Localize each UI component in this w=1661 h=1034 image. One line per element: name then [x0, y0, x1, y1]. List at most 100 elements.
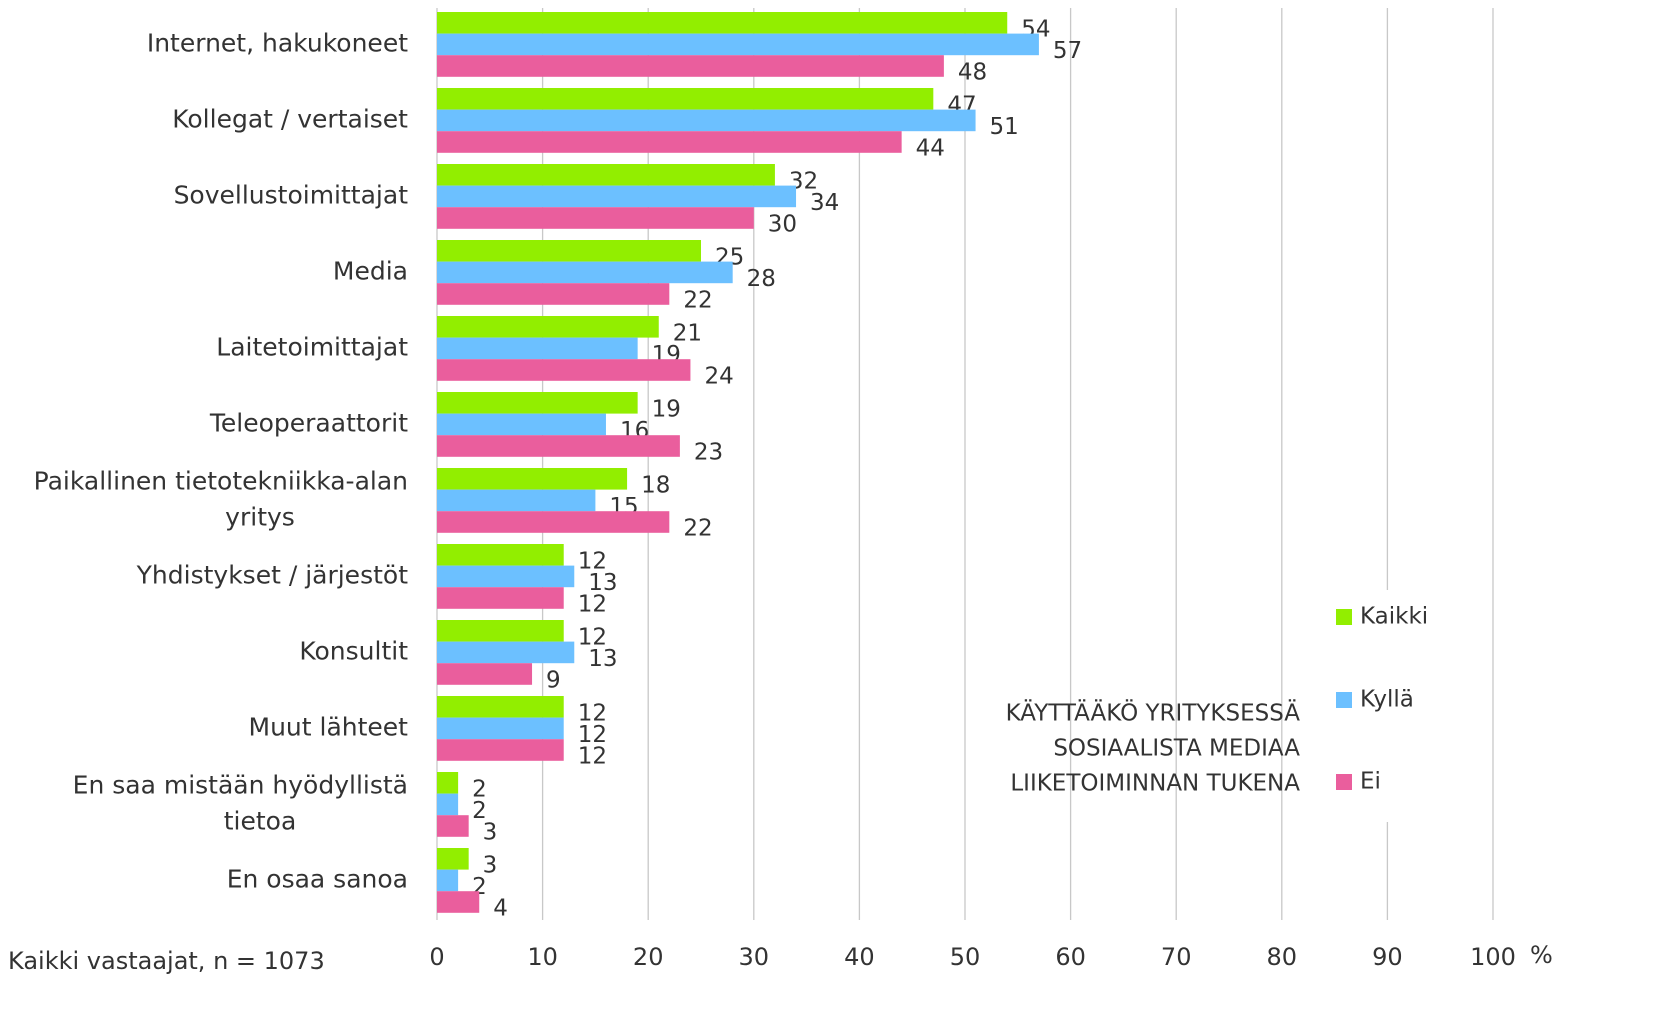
- legend-title: KÄYTTÄÄKÖ YRITYKSESSÄ: [1006, 699, 1301, 727]
- data-label: 12: [578, 592, 607, 618]
- legend-label: Kaikki: [1360, 604, 1428, 630]
- bar: [437, 620, 564, 642]
- y-tick-label: Media: [333, 256, 408, 285]
- data-label: 34: [810, 190, 839, 216]
- x-tick-label: 90: [1372, 943, 1403, 971]
- bar: [437, 109, 976, 132]
- data-label: 2: [472, 798, 487, 824]
- y-tick-label: Teleoperaattorit: [209, 408, 408, 437]
- bar: [437, 283, 670, 305]
- bar: [437, 565, 575, 588]
- bar: [437, 435, 680, 457]
- x-tick-label: 80: [1267, 943, 1298, 971]
- data-label: 3: [483, 852, 498, 878]
- bar: [437, 848, 469, 870]
- bar: [437, 489, 596, 512]
- label-line: tietoa: [224, 806, 297, 835]
- bar: [437, 772, 459, 794]
- note: Kaikki vastaajat, n = 1073: [8, 947, 325, 975]
- bar: [437, 544, 564, 566]
- bar: [437, 663, 533, 685]
- y-tick-label: Laitetoimittajat: [216, 332, 408, 361]
- bar: [437, 131, 902, 153]
- data-label: 23: [694, 440, 723, 466]
- data-label: 19: [652, 396, 681, 422]
- bar: [437, 207, 754, 229]
- y-tick-label: Internet, hakukoneet: [147, 28, 408, 57]
- data-label: 13: [588, 646, 617, 672]
- legend-swatch: [1336, 609, 1352, 625]
- x-tick-label: 70: [1161, 943, 1192, 971]
- bar: [437, 696, 564, 718]
- x-tick-label: 10: [527, 943, 558, 971]
- data-label: 2: [472, 776, 487, 802]
- bar: [437, 587, 564, 609]
- bar: [437, 337, 638, 360]
- x-tick-label: 40: [844, 943, 875, 971]
- legend-title: LIIKETOIMINNAN TUKENA: [1010, 771, 1300, 797]
- y-tick-label: Yhdistykset / järjestöt: [136, 560, 409, 589]
- x-tick-label: 50: [950, 943, 981, 971]
- bar: [437, 815, 469, 837]
- data-label: 48: [958, 60, 987, 86]
- bar: [437, 468, 628, 490]
- legend-title: SOSIAALISTA MEDIAA: [1053, 736, 1300, 762]
- bar: [437, 359, 691, 381]
- x-tick-label: 0: [429, 943, 444, 971]
- data-label: 22: [683, 288, 712, 314]
- bar: [437, 240, 701, 262]
- data-label: 30: [768, 212, 797, 238]
- data-label: 28: [747, 266, 776, 292]
- bar: [437, 261, 733, 284]
- bar: [437, 33, 1039, 56]
- data-label: 12: [578, 624, 607, 650]
- data-label: 12: [578, 548, 607, 574]
- bar: [437, 739, 564, 761]
- x-tick-label: 20: [633, 943, 664, 971]
- label-line: Paikallinen tietotekniikka-alan: [34, 466, 408, 495]
- y-tick-label: Kollegat / vertaiset: [172, 104, 408, 133]
- y-tick-label: En osaa sanoa: [227, 864, 408, 893]
- y-tick-label: En saa mistään hyödyllistä tietoa: [73, 770, 408, 835]
- bar: [437, 55, 944, 77]
- label-line: En saa mistään hyödyllistä: [73, 770, 408, 799]
- data-label: 12: [578, 744, 607, 770]
- data-label: 4: [493, 896, 508, 922]
- data-label: 13: [588, 570, 617, 596]
- bar: [437, 869, 459, 892]
- data-label: 12: [578, 700, 607, 726]
- bar: [437, 717, 564, 740]
- legend-label: Kyllä: [1360, 687, 1414, 713]
- bar: [437, 392, 638, 414]
- data-label: 21: [673, 320, 702, 346]
- bar: [437, 511, 670, 533]
- data-label: 12: [578, 722, 607, 748]
- bar: [437, 641, 575, 664]
- bar: [437, 164, 775, 186]
- legend-label: Ei: [1360, 769, 1381, 795]
- bar: [437, 12, 1008, 34]
- x-tick-label: 100: [1470, 943, 1516, 971]
- data-label: 24: [704, 364, 733, 390]
- data-label: 3: [483, 820, 498, 846]
- y-tick-label: Paikallinen tietotekniikka-alan yritys: [34, 466, 408, 531]
- data-label: 22: [683, 516, 712, 542]
- bar: [437, 413, 606, 436]
- data-label: 44: [916, 136, 945, 162]
- y-tick-label: Konsultit: [299, 636, 408, 665]
- legend-swatch: [1336, 774, 1352, 790]
- bar: [437, 88, 934, 110]
- bar: [437, 185, 797, 208]
- data-label: 9: [546, 668, 561, 694]
- data-label: 57: [1053, 38, 1082, 64]
- x-tick-label: 60: [1055, 943, 1086, 971]
- y-tick-label: Sovellustoimittajat: [174, 180, 409, 209]
- x-unit: %: [1530, 941, 1553, 969]
- bar: [437, 793, 459, 816]
- data-label: 51: [990, 114, 1019, 140]
- bar: [437, 316, 659, 338]
- x-tick-label: 30: [739, 943, 770, 971]
- label-line: yritys: [225, 502, 295, 531]
- bar: [437, 891, 480, 913]
